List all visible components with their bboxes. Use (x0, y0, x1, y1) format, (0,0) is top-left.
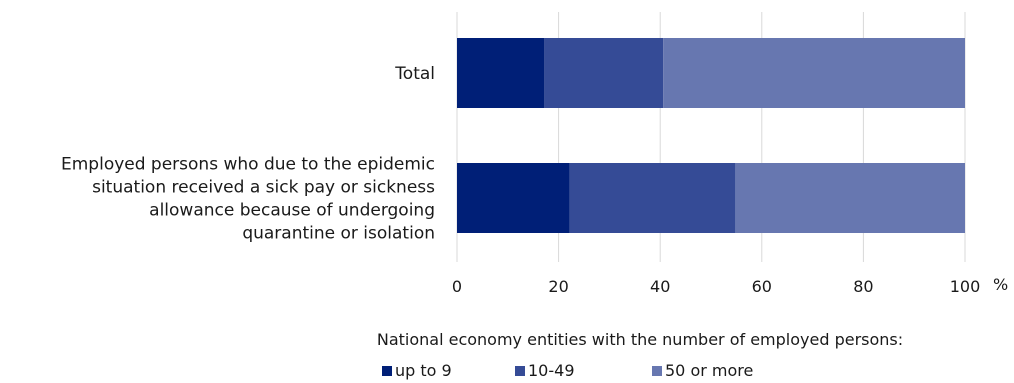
x-tick-label: 20 (548, 277, 568, 296)
legend: up to 9 10-49 50 or more (382, 361, 753, 380)
bar-segment (663, 38, 965, 108)
legend-title: National economy entities with the numbe… (377, 330, 903, 349)
bar-segment (457, 38, 544, 108)
category-label: Total (394, 64, 435, 84)
bar-segment (735, 163, 965, 233)
category-label: quarantine or isolation (242, 224, 435, 244)
x-tick-label: 0 (452, 277, 462, 296)
x-tick-label: 80 (853, 277, 873, 296)
legend-swatch (652, 366, 662, 376)
category-label: situation received a sick pay or sicknes… (92, 178, 435, 198)
x-tick-label: 60 (752, 277, 772, 296)
legend-label: up to 9 (395, 361, 452, 380)
x-axis-unit: % (993, 275, 1008, 294)
bars (457, 38, 965, 233)
x-tick-label: 100 (950, 277, 981, 296)
x-tick-label: 40 (650, 277, 670, 296)
category-label: Employed persons who due to the epidemic (61, 155, 435, 175)
category-label: allowance because of undergoing (149, 201, 435, 221)
x-axis-ticks: 0 20 40 60 80 100 (452, 277, 980, 296)
bar-segment (570, 163, 736, 233)
category-labels: Total Employed persons who due to the epi… (61, 64, 435, 244)
legend-label: 10-49 (528, 361, 575, 380)
legend-swatch (515, 366, 525, 376)
legend-label: 50 or more (665, 361, 753, 380)
legend-swatch (382, 366, 392, 376)
bar-segment (544, 38, 663, 108)
bar-segment (457, 163, 570, 233)
